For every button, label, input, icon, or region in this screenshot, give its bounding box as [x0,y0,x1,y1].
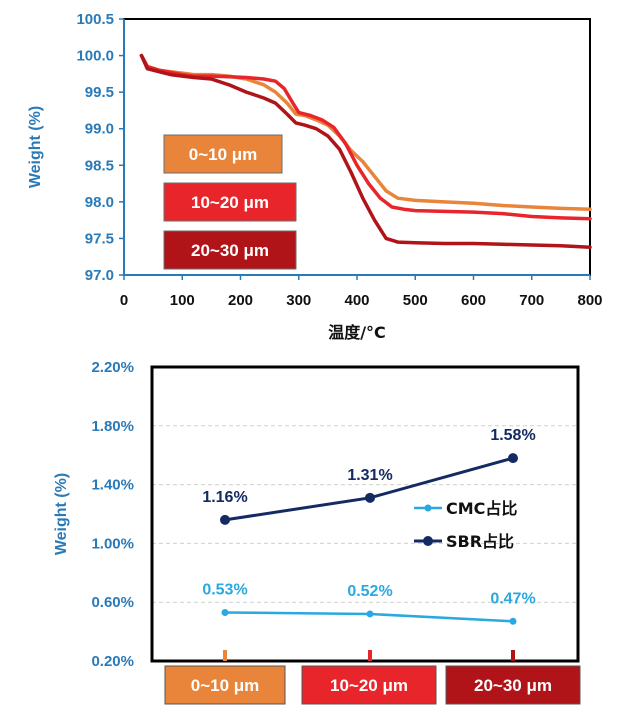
binder-data-label-1-2: 0.52% [347,583,392,600]
binder-point-1-3 [509,617,517,625]
tga-legend-label-1: 0~10 μm [189,145,258,164]
tga-y-tick-label: 97.5 [85,230,114,247]
tga-legend-box-2 [163,182,297,222]
binder-y-tick-label: 2.20% [91,359,134,376]
binder-y-tick-label: 0.20% [91,653,134,670]
tga-y-tick-label: 100.0 [76,48,114,65]
binder-chart: 0.20% 0.60% 1.00% 1.40% 1.80% 2.20% Weight (%)… [53,359,581,705]
tga-chart: 97.0 97.5 98.0 98.5 99.0 99.5 100.0 100.5 0 100 20… [27,11,603,342]
binder-category-label-3: 20~30 μm [474,676,552,695]
binder-category-label-2: 10~20 μm [330,676,408,695]
binder-category-box-3 [445,665,581,705]
tga-legend-label-3: 20~30 μm [191,241,269,260]
binder-point-1-1 [221,608,229,616]
tga-y-tick-label: 98.5 [85,157,114,174]
tga-y-tick-label: 99.5 [85,84,114,101]
tga-legend-label-2: 10~20 μm [191,193,269,212]
tga-x-tick-label: 100 [170,292,195,309]
binder-data-label-2-3: 1.58% [490,427,535,444]
binder-category-box-1 [164,665,286,705]
binder-data-label-1-1: 0.53% [202,581,247,598]
binder-legend-marker-1 [424,504,432,512]
binder-plot-frame [150,365,580,663]
tga-y-tick-label: 97.0 [85,267,114,284]
binder-category-tick-2 [368,650,372,661]
tga-series-line-3 [139,53,592,249]
tga-legend-box-3 [163,230,297,270]
binder-data-label-1-3: 0.47% [490,590,535,607]
binder-point-1-2 [366,610,374,618]
binder-category-tick-1 [223,650,227,661]
tga-x-tick-label: 300 [286,292,311,309]
tga-y-tick-label: 100.5 [76,11,114,28]
tga-x-tick-label: 800 [577,292,602,309]
binder-legend-label-2: SBR占比 [446,532,514,551]
binder-point-2-2 [365,492,375,503]
binder-y-tick-label: 1.40% [91,477,134,494]
binder-y-axis-title: Weight (%) [53,473,70,555]
tga-x-tick-label: 500 [403,292,428,309]
binder-point-2-3 [508,453,518,464]
binder-y-tick-label: 1.00% [91,535,134,552]
tga-x-axis-title: 温度/°C [327,323,386,342]
tga-x-tick-label: 400 [344,292,369,309]
tga-legend-box-1 [163,134,283,174]
tga-y-tick-label: 98.0 [85,194,114,211]
binder-legend-marker-2 [423,536,433,546]
binder-category-label-1: 0~10 μm [191,676,260,695]
tga-x-tick-label: 200 [228,292,253,309]
tga-x-tick-label: 600 [461,292,486,309]
tga-x-tick-label: 700 [519,292,544,309]
binder-legend-label-1: CMC占比 [446,499,517,518]
binder-category-box-2 [301,665,437,705]
tga-x-tick-label: 0 [120,292,128,309]
binder-category-tick-3 [511,650,515,661]
binder-data-label-2-2: 1.31% [347,467,392,484]
binder-point-2-1 [220,514,230,525]
binder-y-tick-label: 1.80% [91,418,134,435]
tga-y-tick-label: 99.0 [85,121,114,138]
binder-y-tick-label: 0.60% [91,594,134,611]
binder-data-label-2-1: 1.16% [202,489,247,506]
tga-y-axis-title: Weight (%) [27,106,44,188]
